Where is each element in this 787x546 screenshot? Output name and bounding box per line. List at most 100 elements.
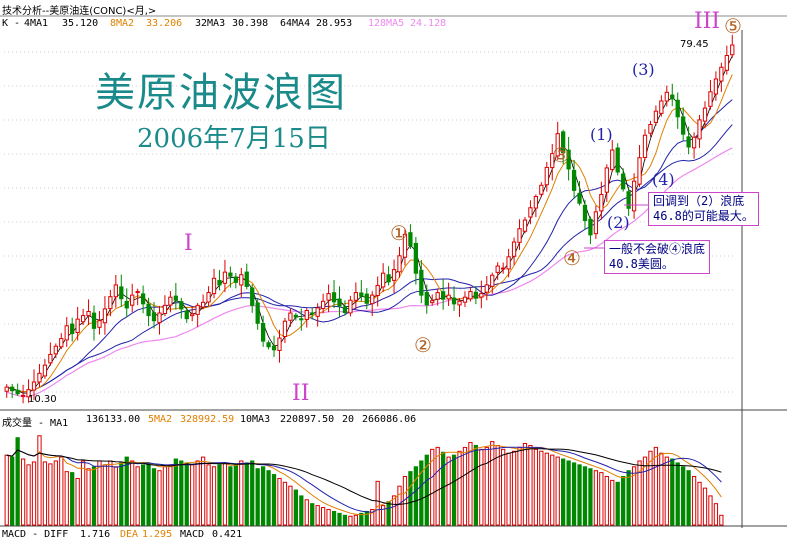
ma3-label: 32MA3 xyxy=(195,18,226,29)
candle-body xyxy=(124,300,129,309)
volume-bar xyxy=(337,512,342,526)
volume-bar xyxy=(675,462,680,526)
volume-bar xyxy=(479,448,484,526)
candle-body xyxy=(691,136,697,149)
volume-label: 成交量 - MA1 xyxy=(2,418,69,429)
candle-body xyxy=(331,292,337,303)
candle-body xyxy=(179,301,184,310)
volume-bar xyxy=(626,470,631,526)
volume-bar xyxy=(70,472,75,526)
volume-bar xyxy=(659,452,664,526)
ma2-value: 33.206 xyxy=(146,18,183,29)
volume-bar xyxy=(20,458,26,526)
volume-bar xyxy=(255,468,260,526)
candle-body xyxy=(604,167,609,193)
candle-body xyxy=(337,298,342,307)
volume-bar xyxy=(506,452,511,526)
candle-body xyxy=(102,308,108,324)
candle-body xyxy=(326,293,331,301)
ma4-value: 28.953 xyxy=(316,18,353,29)
ma2-line xyxy=(6,74,733,393)
volume-bar xyxy=(424,454,429,526)
macd-label: MACD - DIFF xyxy=(2,529,69,540)
ma1-label: 4MA1 xyxy=(24,18,49,29)
note-support-line2: 40.8美圆。 xyxy=(609,257,674,271)
volume-bar xyxy=(413,466,419,526)
wave-label: ② xyxy=(414,333,432,357)
volume-bar xyxy=(441,451,446,526)
volume-bar xyxy=(653,446,659,526)
candle-body xyxy=(277,337,282,351)
volume-bar xyxy=(642,456,648,526)
candle-body xyxy=(20,394,26,397)
volume-bar xyxy=(708,495,713,526)
candle-body xyxy=(490,274,495,287)
candle-body xyxy=(26,389,31,398)
volume-bar xyxy=(391,495,397,526)
volume-bar xyxy=(621,476,626,526)
volume-bar xyxy=(364,510,369,526)
ma5-line xyxy=(6,147,733,398)
volume-bar xyxy=(342,514,348,526)
volume-bar xyxy=(42,461,48,526)
volume-bar xyxy=(561,458,566,526)
volume-bar xyxy=(53,460,58,526)
volume-bar xyxy=(566,460,571,526)
candle-body xyxy=(271,345,277,351)
candle-body xyxy=(228,272,233,277)
candle-body xyxy=(59,338,64,348)
candle-body xyxy=(642,134,648,158)
ma3-value: 30.398 xyxy=(232,18,269,29)
volume-ma3-line xyxy=(6,446,722,513)
volume-bar xyxy=(648,450,653,526)
candlesticks xyxy=(4,34,735,404)
high-price-label: 79.45 xyxy=(680,39,709,50)
volume-bar xyxy=(97,460,102,526)
candle-body xyxy=(211,277,217,295)
candle-body xyxy=(719,66,724,82)
candle-body xyxy=(582,204,588,222)
wave-label: ⑤ xyxy=(724,14,742,38)
volume-bar xyxy=(664,456,669,526)
volume-bar xyxy=(353,514,358,526)
ma5-value: 24.128 xyxy=(410,18,447,29)
volume-bar xyxy=(206,464,211,526)
volume-ma4-label: 20 xyxy=(342,414,355,425)
candle-body xyxy=(610,149,615,171)
chart-title: 技术分析--美原油连(CONC)<月,> xyxy=(2,6,157,17)
volume-bar xyxy=(435,446,440,526)
volume-bar xyxy=(239,460,244,526)
wave-label: ① xyxy=(390,221,408,245)
candle-body xyxy=(108,296,113,310)
candle-body xyxy=(239,274,244,286)
candle-body xyxy=(200,301,206,308)
volume-bar xyxy=(293,489,298,526)
candle-body xyxy=(621,173,626,190)
overlay-date: 2006年7月15日 xyxy=(137,124,331,154)
candle-body xyxy=(217,279,222,286)
volume-bar xyxy=(533,448,539,526)
volume-bar xyxy=(637,460,642,526)
candle-body xyxy=(724,55,729,71)
volume-bar xyxy=(555,456,560,526)
volume-bar xyxy=(473,444,479,526)
candle-body xyxy=(359,292,364,297)
volume-bar xyxy=(315,505,320,526)
candle-body xyxy=(293,314,298,318)
candle-body xyxy=(375,284,380,297)
volume-bar xyxy=(130,460,135,526)
volume-bar xyxy=(304,499,309,526)
volume-bar xyxy=(522,443,528,526)
macd-dea: 1.295 xyxy=(142,529,173,540)
note-correction: 回调到（2）浪底 46.8的可能最大。 xyxy=(648,192,759,226)
volume-bar xyxy=(179,460,184,526)
candle-body xyxy=(599,193,604,212)
candle-body xyxy=(151,312,157,322)
candle-body xyxy=(48,353,53,364)
volume-bar xyxy=(75,477,80,526)
candle-body xyxy=(80,315,86,323)
volume-ma2: 328992.59 xyxy=(180,414,235,425)
volume-bar xyxy=(271,474,277,526)
volume-bar xyxy=(282,481,288,526)
